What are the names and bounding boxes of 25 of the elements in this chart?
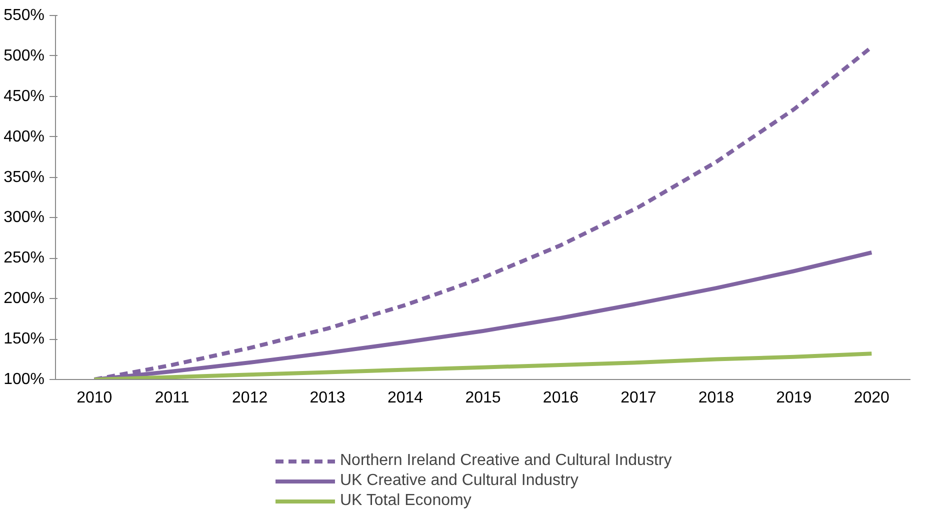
x-tick-label: 2015 xyxy=(465,390,501,406)
legend-label: UK Total Economy xyxy=(340,492,472,510)
x-tick-label: 2011 xyxy=(154,390,190,406)
x-tick-label: 2020 xyxy=(854,390,890,406)
y-tick-label: 300% xyxy=(4,209,44,226)
x-tick-label: 2017 xyxy=(620,390,656,406)
y-tick-label: 350% xyxy=(4,168,44,186)
x-tick-label: 2019 xyxy=(776,390,812,406)
legend-label: UK Creative and Cultural Industry xyxy=(340,472,578,490)
y-tick-label: 500% xyxy=(4,47,44,64)
x-tick-label: 2013 xyxy=(310,390,346,406)
x-tick-label: 2014 xyxy=(387,390,424,406)
x-tick-label: 2010 xyxy=(76,390,112,406)
legend-label: Northern Ireland Creative and Cultural Industry xyxy=(340,452,672,470)
y-tick-label: 550% xyxy=(4,7,44,24)
y-tick-label: 100% xyxy=(4,371,44,388)
y-tick-label: 150% xyxy=(4,330,44,348)
y-tick-label: 250% xyxy=(4,250,44,267)
y-tick-label: 450% xyxy=(4,88,44,105)
y-tick-label: 200% xyxy=(4,290,44,308)
y-tick-label: 400% xyxy=(4,128,44,146)
x-tick-label: 2016 xyxy=(542,390,579,406)
x-tick-label: 2012 xyxy=(232,390,268,406)
x-tick-label: 2018 xyxy=(698,390,734,406)
line-series xyxy=(92,352,874,380)
